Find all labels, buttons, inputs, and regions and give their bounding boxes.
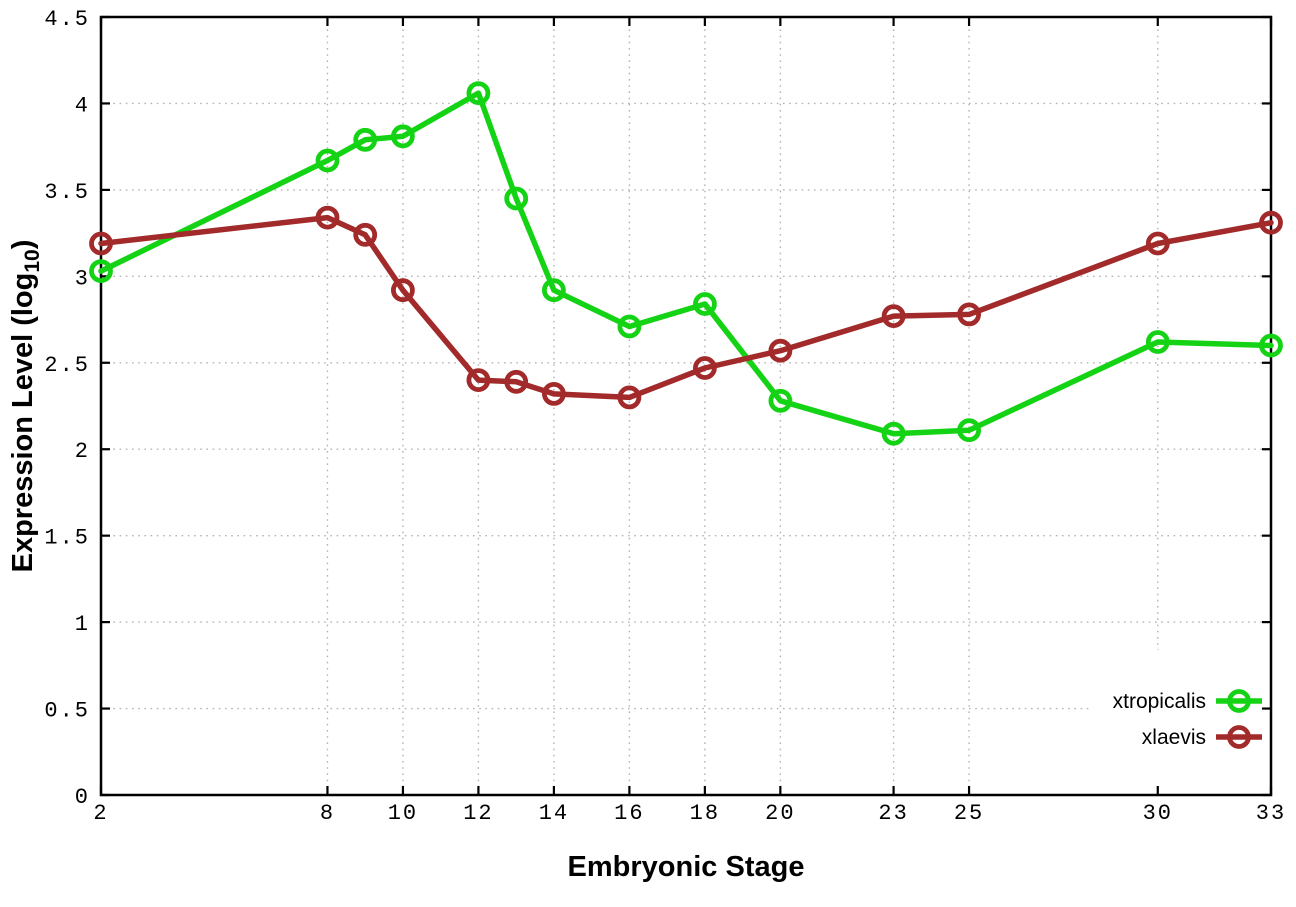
y-axis-title-text: Expression Level (log10) bbox=[7, 240, 44, 573]
series-xlaevis bbox=[89, 205, 1283, 410]
x-tick-label: 20 bbox=[765, 801, 795, 826]
data-point-xlaevis-stage-8 bbox=[315, 205, 340, 230]
data-point-xtropicalis-stage-12 bbox=[466, 81, 491, 105]
data-point-xtropicalis-stage-8 bbox=[315, 148, 340, 173]
y-tick-label: 4.5 bbox=[44, 7, 90, 32]
data-point-xlaevis-stage-2 bbox=[89, 231, 113, 256]
legend-background bbox=[1093, 650, 1266, 786]
x-tick-label: 30 bbox=[1143, 801, 1173, 826]
data-point-xlaevis-stage-12 bbox=[466, 368, 491, 393]
x-tick-label: 8 bbox=[320, 801, 335, 826]
data-point-xlaevis-stage-33 bbox=[1259, 210, 1283, 235]
data-point-xtropicalis-stage-18 bbox=[693, 292, 717, 316]
x-tick-label: 23 bbox=[878, 801, 908, 826]
legend-box bbox=[1093, 650, 1266, 786]
x-tick-label: 12 bbox=[463, 801, 493, 826]
tick-labels: 2 8 10 12 14 16 18 20 23 25 30 33 0 0.5 1 1.5 2 2.5 3 3.5 4 4… bbox=[44, 7, 1286, 826]
y-tick-label: 1.5 bbox=[44, 526, 90, 551]
data-point-xlaevis-stage-16 bbox=[617, 385, 642, 410]
data-point-xtropicalis-stage-14 bbox=[542, 278, 566, 303]
data-point-xtropicalis-stage-10 bbox=[390, 124, 415, 149]
data-point-xtropicalis-stage-23 bbox=[881, 421, 906, 446]
x-tick-label: 10 bbox=[388, 801, 418, 826]
y-tick-label: 0 bbox=[75, 785, 90, 810]
x-tick-label: 2 bbox=[93, 801, 108, 826]
data-point-xlaevis-stage-20 bbox=[768, 338, 793, 363]
legend: xtropicalis xlaevis bbox=[1113, 689, 1262, 749]
axis-ticks bbox=[99, 15, 1273, 797]
y-tick-label: 0.5 bbox=[44, 699, 90, 724]
x-tick-label: 18 bbox=[690, 801, 720, 826]
data-point-xtropicalis-stage-20 bbox=[768, 388, 793, 413]
data-point-xlaevis-stage-14 bbox=[542, 381, 566, 406]
x-tick-label: 33 bbox=[1256, 801, 1286, 826]
y-tick-label: 2 bbox=[75, 439, 90, 464]
plot-border bbox=[99, 15, 1273, 797]
data-point-xtropicalis-stage-2 bbox=[89, 259, 113, 284]
series-line-xtropicalis bbox=[98, 90, 1274, 437]
data-point-xlaevis-stage-30 bbox=[1145, 231, 1170, 256]
data-series bbox=[89, 81, 1283, 446]
y-tick-label: 3.5 bbox=[44, 180, 90, 205]
legend-label-xlaevis: xlaevis bbox=[1142, 726, 1206, 749]
y-tick-label: 1 bbox=[75, 612, 90, 637]
x-axis-title: Embryonic Stage bbox=[568, 851, 805, 883]
legend-label-xtropicalis: xtropicalis bbox=[1113, 690, 1206, 713]
x-tick-label: 14 bbox=[539, 801, 569, 826]
x-tick-label: 16 bbox=[614, 801, 644, 826]
data-point-xlaevis-stage-13 bbox=[504, 369, 529, 394]
y-axis-title: Expression Level (log10) bbox=[7, 240, 44, 573]
data-point-xlaevis-stage-10 bbox=[390, 278, 415, 303]
data-point-xtropicalis-stage-30 bbox=[1145, 330, 1170, 354]
border-rect bbox=[99, 15, 1273, 797]
data-point-xtropicalis-stage-16 bbox=[617, 314, 642, 339]
data-point-xtropicalis-stage-33 bbox=[1259, 333, 1283, 358]
data-point-xlaevis-stage-25 bbox=[957, 302, 981, 327]
data-point-xlaevis-stage-9 bbox=[353, 222, 378, 247]
data-point-xtropicalis-stage-9 bbox=[353, 127, 378, 152]
series-xtropicalis bbox=[89, 81, 1283, 446]
data-point-xlaevis-stage-23 bbox=[881, 304, 906, 329]
legend-marker bbox=[1227, 725, 1251, 749]
x-tick-label: 25 bbox=[954, 801, 984, 826]
y-tick-label: 2.5 bbox=[44, 353, 90, 378]
data-point-xlaevis-stage-18 bbox=[693, 356, 717, 380]
data-point-xtropicalis-stage-25 bbox=[957, 418, 981, 443]
y-tick-label: 3 bbox=[75, 266, 90, 291]
y-tick-label: 4 bbox=[75, 93, 90, 118]
data-point-xtropicalis-stage-13 bbox=[504, 186, 529, 211]
legend-entry-xlaevis: xlaevis bbox=[1142, 725, 1262, 749]
legend-marker bbox=[1227, 689, 1251, 713]
legend-entry-xtropicalis: xtropicalis bbox=[1113, 689, 1262, 713]
